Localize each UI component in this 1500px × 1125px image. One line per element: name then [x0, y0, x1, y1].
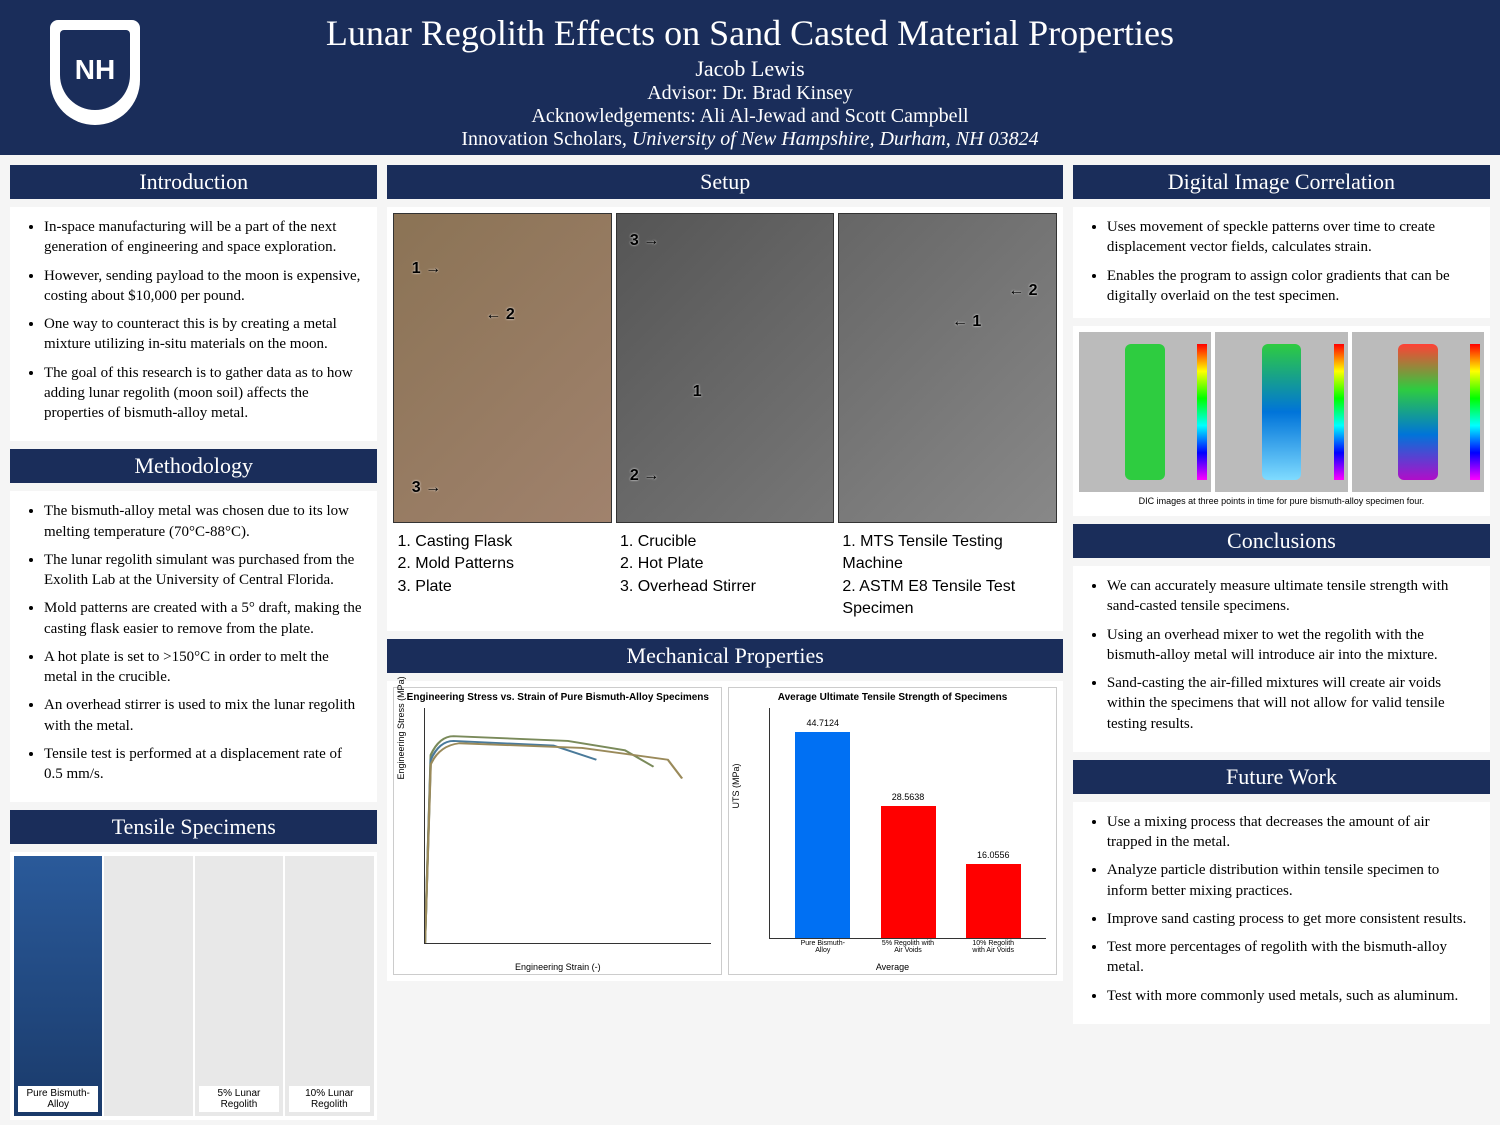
introduction-panel: In-space manufacturing will be a part of…: [10, 207, 377, 441]
uts-bar-chart: Average Ultimate Tensile Strength of Spe…: [728, 687, 1057, 975]
method-item: The bismuth-alloy metal was chosen due t…: [44, 501, 363, 542]
future-item: Use a mixing process that decreases the …: [1107, 812, 1476, 853]
setup-panel: 1 → ← 2 3 → 1. Casting Flask 2. Mold Pat…: [387, 207, 1062, 631]
setup-label: 3. Overhead Stirrer: [620, 576, 830, 598]
future-panel: Use a mixing process that decreases the …: [1073, 802, 1490, 1024]
advisor-line: Advisor: Dr. Brad Kinsey: [20, 82, 1480, 105]
setup-image-mts: ← 1 ← 2: [838, 213, 1056, 523]
setup-label: 2. Mold Patterns: [397, 553, 607, 575]
author-name: Jacob Lewis: [20, 56, 1480, 82]
dic-images-panel: DIC images at three points in time for p…: [1073, 326, 1490, 516]
future-item: Improve sand casting process to get more…: [1107, 909, 1476, 929]
specimens-panel: Pure Bismuth-Alloy 5% Lunar Regolith 10%…: [10, 852, 377, 1120]
logo-text: NH: [60, 30, 130, 110]
mechanical-panel: Engineering Stress vs. Strain of Pure Bi…: [387, 681, 1062, 981]
intro-item: However, sending payload to the moon is …: [44, 266, 363, 307]
setup-label: 1. Casting Flask: [397, 531, 607, 553]
left-column: Introduction In-space manufacturing will…: [10, 165, 377, 1115]
stress-strain-chart: Engineering Stress vs. Strain of Pure Bi…: [393, 687, 722, 975]
future-title: Future Work: [1073, 760, 1490, 794]
dic-image: [1215, 332, 1347, 492]
specimens-image: Pure Bismuth-Alloy 5% Lunar Regolith 10%…: [14, 856, 373, 1116]
method-item: An overhead stirrer is used to mix the l…: [44, 695, 363, 736]
setup-label: 2. Hot Plate: [620, 553, 830, 575]
dic-caption: DIC images at three points in time for p…: [1079, 492, 1484, 510]
specimens-title: Tensile Specimens: [10, 810, 377, 844]
setup-title: Setup: [387, 165, 1062, 199]
dic-image: [1079, 332, 1211, 492]
dic-text-panel: Uses movement of speckle patterns over t…: [1073, 207, 1490, 318]
setup-label: 1. MTS Tensile Testing Machine: [842, 531, 1052, 576]
conclusions-title: Conclusions: [1073, 524, 1490, 558]
future-item: Analyze particle distribution within ten…: [1107, 860, 1476, 901]
poster-header: NH Lunar Regolith Effects on Sand Casted…: [0, 0, 1500, 155]
uts-bar: 44.7124Pure Bismuth-Alloy: [795, 732, 850, 938]
conclusions-panel: We can accurately measure ultimate tensi…: [1073, 566, 1490, 752]
setup-label: 1. Crucible: [620, 531, 830, 553]
setup-label: 3. Plate: [397, 576, 607, 598]
dic-title: Digital Image Correlation: [1073, 165, 1490, 199]
dic-item: Uses movement of speckle patterns over t…: [1107, 217, 1476, 258]
uts-bar: 16.055610% Regolith with Air Voids: [966, 864, 1021, 938]
future-item: Test more percentages of regolith with t…: [1107, 937, 1476, 978]
intro-item: In-space manufacturing will be a part of…: [44, 217, 363, 258]
future-item: Test with more commonly used metals, suc…: [1107, 986, 1476, 1006]
setup-label: 2. ASTM E8 Tensile Test Specimen: [842, 576, 1052, 621]
setup-image-crucible: 3 → 1 2 →: [616, 213, 834, 523]
affiliation-line: Innovation Scholars, University of New H…: [20, 128, 1480, 151]
uts-bar: 28.56385% Regolith with Air Voids: [881, 806, 936, 937]
dic-image: [1352, 332, 1484, 492]
acknowledgements-line: Acknowledgements: Ali Al-Jewad and Scott…: [20, 105, 1480, 128]
setup-image-casting: 1 → ← 2 3 →: [393, 213, 611, 523]
intro-item: One way to counteract this is by creatin…: [44, 314, 363, 355]
conclusion-item: Using an overhead mixer to wet the regol…: [1107, 625, 1476, 666]
unh-logo: NH: [50, 20, 140, 125]
conclusion-item: We can accurately measure ultimate tensi…: [1107, 576, 1476, 617]
conclusion-item: Sand-casting the air-filled mixtures wil…: [1107, 673, 1476, 734]
mechanical-title: Mechanical Properties: [387, 639, 1062, 673]
right-column: Digital Image Correlation Uses movement …: [1073, 165, 1490, 1115]
method-item: A hot plate is set to >150°C in order to…: [44, 647, 363, 688]
methodology-title: Methodology: [10, 449, 377, 483]
middle-column: Setup 1 → ← 2 3 → 1. Casting Flask 2. Mo…: [387, 165, 1062, 1115]
introduction-title: Introduction: [10, 165, 377, 199]
method-item: Tensile test is performed at a displacem…: [44, 744, 363, 785]
methodology-panel: The bismuth-alloy metal was chosen due t…: [10, 491, 377, 802]
method-item: Mold patterns are created with a 5° draf…: [44, 598, 363, 639]
method-item: The lunar regolith simulant was purchase…: [44, 550, 363, 591]
poster-content: Introduction In-space manufacturing will…: [0, 155, 1500, 1125]
poster-title: Lunar Regolith Effects on Sand Casted Ma…: [20, 12, 1480, 54]
intro-item: The goal of this research is to gather d…: [44, 363, 363, 424]
dic-item: Enables the program to assign color grad…: [1107, 266, 1476, 307]
